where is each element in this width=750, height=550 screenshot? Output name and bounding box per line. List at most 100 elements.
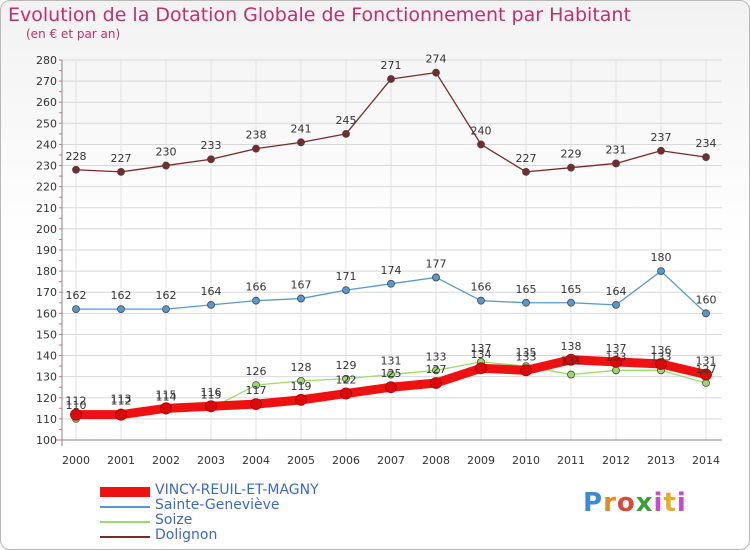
- data-label: 115: [156, 388, 177, 401]
- data-point: [387, 279, 395, 288]
- data-point: [432, 366, 440, 375]
- data-label: 241: [291, 122, 312, 135]
- x-tick-label: 2013: [647, 454, 675, 467]
- data-point: [432, 273, 440, 282]
- x-tick-label: 2012: [602, 454, 630, 467]
- data-label: 133: [606, 350, 627, 363]
- data-point: [567, 370, 575, 379]
- data-label: 134: [471, 348, 492, 361]
- data-point: [252, 381, 260, 390]
- data-label: 166: [246, 281, 267, 294]
- data-label: 131: [381, 355, 402, 368]
- data-label: 112: [66, 395, 87, 408]
- proxiti-logo: Proxiti: [583, 488, 687, 518]
- data-label: 133: [426, 350, 447, 363]
- data-point: [565, 353, 577, 366]
- data-label: 119: [291, 380, 312, 393]
- y-tick-label: 250: [36, 117, 57, 130]
- data-point: [70, 408, 82, 421]
- data-label: 164: [201, 285, 222, 298]
- legend-swatch: [100, 536, 150, 538]
- data-point: [657, 267, 665, 276]
- data-point: [207, 155, 215, 164]
- series-layer: [70, 68, 712, 423]
- x-tick-label: 2004: [242, 454, 270, 467]
- y-tick-label: 270: [36, 75, 57, 88]
- data-label: 228: [66, 150, 87, 163]
- legend-label: Dolignon: [155, 527, 218, 543]
- data-label: 117: [246, 384, 267, 397]
- x-tick-label: 2006: [332, 454, 360, 467]
- data-label: 231: [606, 143, 627, 156]
- data-label: 180: [651, 251, 672, 264]
- data-label: 113: [111, 393, 132, 406]
- data-point: [252, 296, 260, 305]
- data-label: 162: [111, 289, 132, 302]
- data-point: [477, 140, 485, 149]
- y-tick-label: 260: [36, 96, 57, 109]
- data-point: [520, 364, 532, 377]
- data-point: [160, 402, 172, 415]
- legend-label: Sainte-Geneviève: [155, 497, 280, 513]
- data-label: 240: [471, 124, 492, 137]
- data-point: [655, 358, 667, 370]
- data-point: [117, 305, 125, 314]
- chart-title: Evolution de la Dotation Globale de Fonc…: [8, 4, 631, 26]
- data-point: [567, 298, 575, 307]
- y-tick-label: 110: [36, 413, 57, 426]
- data-point: [657, 146, 665, 155]
- data-label: 165: [561, 283, 582, 296]
- x-tick-label: 2011: [557, 454, 585, 467]
- data-point: [387, 75, 395, 83]
- x-tick-label: 2007: [377, 454, 405, 467]
- y-tick-label: 190: [36, 244, 57, 257]
- data-label: 165: [516, 283, 537, 296]
- data-label: 162: [66, 289, 87, 302]
- data-label: 129: [336, 359, 357, 372]
- data-point: [385, 381, 397, 394]
- data-point: [610, 355, 622, 368]
- y-tick-label: 280: [36, 54, 57, 67]
- data-point: [207, 300, 215, 309]
- x-tick-label: 2005: [287, 454, 315, 467]
- data-label: 128: [291, 361, 312, 374]
- x-tick-label: 2002: [152, 454, 180, 467]
- x-tick-label: 2008: [422, 454, 450, 467]
- data-label: 127: [696, 363, 717, 376]
- y-tick-label: 200: [36, 223, 57, 236]
- y-tick-label: 140: [36, 350, 57, 363]
- y-tick-label: 150: [36, 328, 57, 341]
- data-label: 166: [471, 281, 492, 294]
- x-tick-label: 2009: [467, 454, 495, 467]
- data-labels: 228 227 230 233 238 241 245 271 274 240 227 229 231 2…: [66, 53, 717, 412]
- data-point: [162, 305, 170, 314]
- data-label: 274: [426, 53, 447, 66]
- data-label: 112: [111, 395, 132, 408]
- data-label: 160: [696, 293, 717, 306]
- data-point: [522, 167, 530, 176]
- data-point: [702, 379, 710, 387]
- data-label: 237: [651, 131, 672, 144]
- legend-swatch: [100, 521, 150, 523]
- data-point: [702, 153, 710, 162]
- data-label: 227: [516, 152, 537, 165]
- x-tick-label: 2000: [62, 454, 90, 467]
- chart-subtitle: (en € et par an): [26, 27, 121, 41]
- axes: 100 110 120 130 140 150 160 170 180 190 200 210 220 2…: [36, 54, 722, 467]
- data-label: 171: [336, 270, 357, 283]
- data-label: 133: [651, 350, 672, 363]
- data-point: [612, 300, 620, 309]
- legend-swatch: [100, 487, 150, 497]
- data-point: [387, 370, 395, 379]
- data-label: 136: [651, 344, 672, 357]
- data-point: [702, 309, 710, 318]
- data-label: 122: [336, 374, 357, 387]
- data-label: 233: [201, 139, 222, 152]
- data-label: 167: [291, 279, 312, 292]
- data-label: 162: [156, 289, 177, 302]
- y-tick-label: 160: [36, 307, 57, 320]
- y-tick-label: 180: [36, 265, 57, 278]
- data-point: [297, 138, 305, 147]
- data-point: [700, 368, 712, 381]
